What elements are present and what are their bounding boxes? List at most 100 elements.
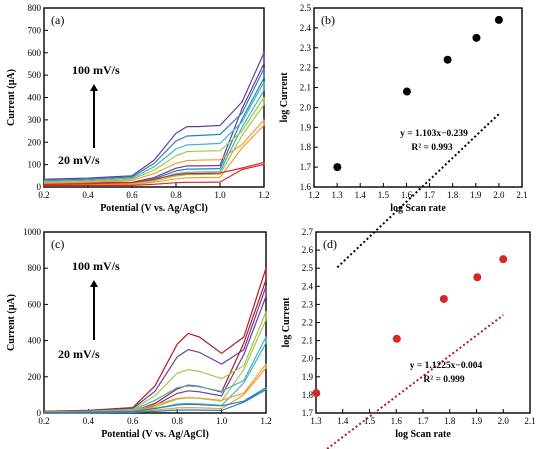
data-point xyxy=(499,255,508,264)
x-tick-label: 1.8 xyxy=(447,190,459,200)
y-tick-label: 2.5 xyxy=(300,3,312,13)
y-tick-label: 2.4 xyxy=(300,23,312,33)
y-tick-label: 2.1 xyxy=(302,336,313,346)
plot-frame-2 xyxy=(43,231,267,414)
x-tick-label: 1.8 xyxy=(444,416,456,426)
fit-r2: R² = 0.999 xyxy=(423,375,464,385)
y-axis-label: log Current xyxy=(281,297,292,348)
panel-label: (d) xyxy=(323,237,337,251)
x-tick-label: 0.4 xyxy=(82,190,94,200)
x-tick-label: 1.6 xyxy=(391,416,403,426)
y-tick-label: 0 xyxy=(37,182,42,192)
x-tick-label: 1.3 xyxy=(331,190,343,200)
panel-label: (b) xyxy=(321,13,335,27)
x-tick-label: 2.1 xyxy=(516,190,527,200)
y-tick-label: 200 xyxy=(28,372,42,382)
x-axis-label: log Scan rate xyxy=(390,203,446,214)
cv-curve-0 xyxy=(43,267,267,413)
data-point xyxy=(472,33,481,42)
x-tick-label: 1.5 xyxy=(364,416,376,426)
y-tick-label: 1.7 xyxy=(300,162,312,172)
cv-curve-4 xyxy=(43,363,267,414)
x-tick-label: 0.6 xyxy=(126,190,138,200)
y-tick-label: 1.9 xyxy=(302,372,314,382)
x-axis-label: Potential (V vs. Ag/AgCl) xyxy=(101,429,209,440)
data-point xyxy=(439,294,448,303)
fit-line xyxy=(336,113,500,269)
y-axis-label: Current (μA) xyxy=(6,69,17,126)
arrow-head xyxy=(90,280,98,287)
cv-curve-1 xyxy=(43,67,265,184)
x-tick-label: 2.1 xyxy=(524,416,535,426)
y-tick-label: 1.8 xyxy=(300,142,312,152)
data-point xyxy=(392,334,401,343)
y-tick-label: 400 xyxy=(28,336,42,346)
y-tick-label: 400 xyxy=(28,93,42,103)
x-tick-label: 2.0 xyxy=(493,190,505,200)
cv-curve-2 xyxy=(43,81,265,185)
cv-curve-4 xyxy=(43,119,265,186)
y-tick-label: 2.1 xyxy=(300,83,311,93)
y-tick-label: 2.7 xyxy=(302,227,314,237)
x-tick-label: 1.9 xyxy=(471,416,483,426)
cv-curve-0 xyxy=(43,52,265,183)
y-tick-label: 100 xyxy=(28,160,42,170)
y-tick-label: 1.8 xyxy=(302,390,314,400)
x-tick-label: 1.2 xyxy=(308,190,319,200)
y-tick-label: 500 xyxy=(28,70,42,80)
y-tick-label: 2.5 xyxy=(302,263,314,273)
x-tick-label: 1.4 xyxy=(355,190,367,200)
y-tick-label: 600 xyxy=(28,299,42,309)
data-point xyxy=(443,55,452,64)
fit-line xyxy=(325,314,504,449)
y-tick-label: 1.7 xyxy=(302,408,314,418)
y-axis-label: log Current xyxy=(279,72,290,123)
annotation-top: 100 mV/s xyxy=(72,63,120,77)
y-tick-label: 2.0 xyxy=(302,354,314,364)
x-tick-label: 1.2 xyxy=(260,416,271,426)
y-tick-label: 200 xyxy=(28,137,42,147)
plot-frame-1 xyxy=(313,7,523,188)
x-tick-label: 1.0 xyxy=(214,190,226,200)
x-tick-label: 1.2 xyxy=(258,190,269,200)
x-axis-label: log Scan rate xyxy=(395,429,451,440)
y-tick-label: 0 xyxy=(37,408,42,418)
x-tick-label: 2.0 xyxy=(498,416,510,426)
annotation-top: 100 mV/s xyxy=(72,259,120,273)
annotation-bottom: 20 mV/s xyxy=(58,347,100,361)
x-tick-label: 0.8 xyxy=(170,190,182,200)
y-tick-label: 1000 xyxy=(23,227,42,237)
y-tick-label: 800 xyxy=(28,3,42,13)
cv-curve-3 xyxy=(43,96,265,185)
fit-equation: y = 1.1225x−0.004 xyxy=(410,361,483,371)
annotation-bottom: 20 mV/s xyxy=(58,153,100,167)
x-tick-label: 1.5 xyxy=(378,190,390,200)
x-tick-label: 0.8 xyxy=(172,416,184,426)
cv-curve-5 xyxy=(43,161,265,186)
x-tick-label: 1.3 xyxy=(310,416,322,426)
y-tick-label: 2.6 xyxy=(302,245,314,255)
x-tick-label: 1.6 xyxy=(401,190,413,200)
y-tick-label: 2.4 xyxy=(302,281,314,291)
x-tick-label: 0.6 xyxy=(127,416,139,426)
x-tick-label: 1.7 xyxy=(417,416,429,426)
data-point xyxy=(494,15,503,24)
y-tick-label: 2.2 xyxy=(302,318,313,328)
fit-equation: y = 1.103x−0.239 xyxy=(400,129,468,139)
x-tick-label: 0.2 xyxy=(38,190,49,200)
x-tick-label: 0.2 xyxy=(38,416,49,426)
y-tick-label: 2.2 xyxy=(300,63,311,73)
data-point xyxy=(402,87,411,96)
y-tick-label: 1.6 xyxy=(300,182,312,192)
y-tick-label: 2.3 xyxy=(302,299,314,309)
x-tick-label: 1.4 xyxy=(337,416,349,426)
x-tick-label: 1.7 xyxy=(424,190,436,200)
y-tick-label: 800 xyxy=(28,263,42,273)
cv-curve-2 xyxy=(43,311,267,413)
x-tick-label: 1.9 xyxy=(470,190,482,200)
cv-curve-5 xyxy=(43,387,267,414)
fit-r2: R² = 0.993 xyxy=(411,143,452,153)
y-tick-label: 600 xyxy=(28,48,42,58)
y-tick-label: 700 xyxy=(28,25,42,35)
